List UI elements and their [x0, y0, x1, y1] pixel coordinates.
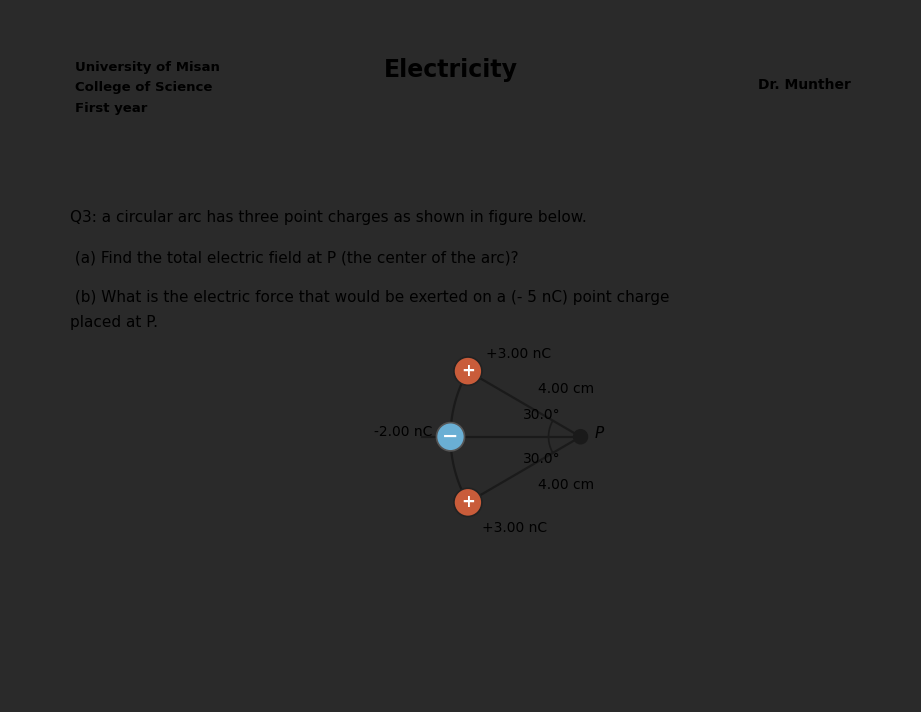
Circle shape	[437, 423, 464, 451]
Text: +3.00 nC: +3.00 nC	[482, 520, 547, 535]
Text: +: +	[461, 362, 475, 380]
Text: -2.00 nC: -2.00 nC	[374, 424, 433, 439]
Text: University of Misan: University of Misan	[76, 61, 220, 74]
Text: Electricity: Electricity	[383, 58, 518, 83]
Text: +: +	[461, 493, 475, 511]
Circle shape	[454, 488, 482, 516]
Circle shape	[574, 429, 588, 444]
Text: 4.00 cm: 4.00 cm	[538, 478, 594, 491]
Text: −: −	[442, 427, 459, 446]
Text: (b) What is the electric force that would be exerted on a (- 5 nC) point charge
: (b) What is the electric force that woul…	[70, 290, 670, 330]
Text: 4.00 cm: 4.00 cm	[538, 382, 594, 396]
Text: P: P	[595, 426, 604, 441]
Text: 30.0°: 30.0°	[522, 407, 560, 422]
Text: Q3: a circular arc has three point charges as shown in figure below.: Q3: a circular arc has three point charg…	[70, 209, 587, 225]
Text: +3.00 nC: +3.00 nC	[486, 347, 551, 361]
Text: First year: First year	[76, 102, 147, 115]
Text: (a) Find the total electric field at P (the center of the arc)?: (a) Find the total electric field at P (…	[70, 250, 519, 265]
Circle shape	[454, 357, 482, 385]
Text: 30.0°: 30.0°	[522, 452, 560, 466]
Text: Dr. Munther: Dr. Munther	[758, 78, 851, 93]
Text: College of Science: College of Science	[76, 81, 213, 95]
